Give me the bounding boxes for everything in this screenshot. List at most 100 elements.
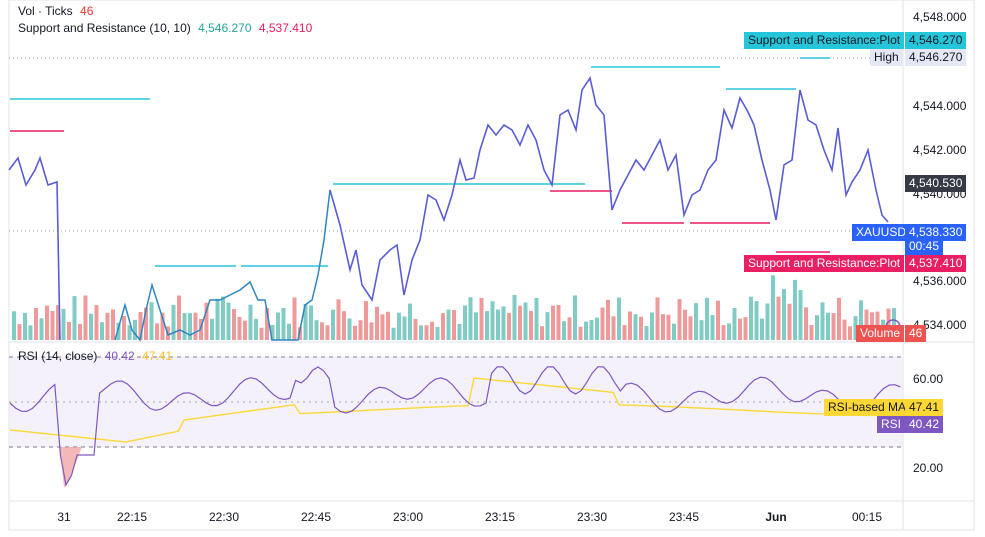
volume-bar	[391, 327, 396, 340]
volume-bar	[325, 325, 330, 340]
volume-bar	[122, 316, 126, 340]
volume-bar	[12, 311, 16, 340]
sr-legend-high: 4,546.270	[198, 21, 252, 35]
volume-bar	[270, 325, 275, 340]
time-tick: 22:30	[208, 510, 240, 524]
volume-bar	[694, 303, 698, 340]
volume-bar	[402, 316, 407, 340]
volume-bar	[743, 317, 748, 340]
volume-bar	[595, 317, 599, 340]
volume-bar	[815, 315, 819, 340]
volume-bar	[589, 320, 594, 340]
volume-bar	[424, 325, 429, 340]
volume-bar	[435, 327, 440, 340]
time-tick: Jun	[765, 510, 787, 524]
volume-bar	[485, 311, 489, 340]
volume-bar	[787, 303, 792, 340]
volume-bar	[369, 322, 374, 340]
volume-bar	[177, 295, 181, 340]
volume-bar	[23, 312, 27, 340]
volume-bar	[760, 318, 764, 340]
price-tick: 4,542.000	[913, 143, 967, 157]
volume-bar	[705, 297, 709, 340]
volume-bar	[116, 322, 121, 340]
volume-bar	[529, 310, 533, 340]
volume-bar	[584, 321, 588, 340]
volume-bar	[303, 304, 308, 340]
volume-bar	[523, 302, 528, 340]
volume-bar	[155, 323, 159, 340]
time-tick: 23:45	[668, 510, 700, 524]
volume-bar	[94, 305, 99, 340]
volume-bar	[105, 312, 110, 340]
rsi-legend-label: RSI (14, close)	[18, 349, 98, 363]
time-tick: 22:45	[300, 510, 332, 524]
sr-legend-label: Support and Resistance (10, 10)	[18, 21, 191, 35]
rsi-legend-value: 40.42	[104, 349, 135, 363]
volume-bar	[452, 310, 456, 340]
volume-bar	[463, 305, 467, 340]
volume-bar	[61, 308, 66, 340]
chart-frame	[8, 0, 975, 531]
volume-bar	[732, 308, 737, 340]
volume-bar	[573, 295, 577, 340]
rsi-line	[9, 366, 901, 487]
volume-bar	[138, 312, 143, 340]
volume-bar	[182, 313, 187, 340]
time-tick: 23:30	[576, 510, 608, 524]
volume-value-tag: 46	[905, 325, 927, 342]
high-value: 4,546.270	[905, 49, 967, 66]
volume-bar	[17, 324, 22, 340]
price-tick: 4,536.000	[913, 274, 967, 288]
volume-bar	[320, 322, 324, 340]
last-value-tag: 4,540.530	[905, 175, 967, 192]
volume-bar	[78, 323, 82, 340]
volume-bar	[83, 295, 88, 340]
volume-bar	[474, 312, 478, 340]
volume-bar	[688, 316, 693, 340]
volume-bar	[221, 296, 225, 340]
volume-bar	[160, 312, 165, 340]
volume-bar	[507, 313, 511, 340]
volume-bar	[754, 301, 759, 340]
volume-bar	[347, 318, 352, 340]
volume-bar	[67, 322, 71, 340]
price-line-segment-blue	[114, 189, 331, 342]
volume-bar	[837, 297, 841, 340]
volume-bar	[259, 327, 264, 340]
time-tick: 23:15	[484, 510, 516, 524]
volume-bar	[611, 316, 616, 340]
volume-bar	[562, 321, 566, 340]
rsi-ma-label-tag: RSI-based MA	[824, 399, 911, 416]
volume-bar	[386, 311, 390, 340]
rsi-tick: 60.00	[913, 372, 944, 386]
volume-bar	[727, 323, 731, 340]
volume-bar	[50, 311, 55, 340]
symbol-price-tag: 4,538.330	[905, 224, 967, 241]
price-line	[8, 75, 889, 341]
rsi-ma-line	[9, 377, 875, 443]
volume-bar	[826, 312, 830, 340]
legend-title: Vol · Ticks	[18, 4, 73, 18]
volume-bar	[199, 319, 203, 340]
rsi-value-tag: 40.42	[905, 416, 944, 433]
sr-plot-high-label: Support and Resistance:Plot	[744, 32, 905, 49]
volume-bar	[864, 309, 869, 340]
rsi-legend[interactable]: RSI (14, close) 40.42 47.41	[18, 349, 176, 363]
volume-bar	[551, 305, 555, 340]
volume-bar	[672, 323, 676, 340]
sr-legend[interactable]: Support and Resistance (10, 10) 4,546.27…	[18, 21, 316, 35]
volume-bar	[430, 321, 434, 340]
volume-bar	[793, 279, 797, 340]
volume-bar	[237, 317, 242, 340]
volume-bar	[518, 305, 522, 340]
volume-bar	[28, 325, 33, 340]
volume-bar	[501, 306, 506, 340]
volume-bar	[556, 305, 561, 340]
volume-bar	[804, 307, 808, 340]
volume-bar	[622, 325, 627, 340]
legend-vol-value: 46	[80, 4, 94, 18]
volume-bar	[364, 301, 368, 340]
volume-bar	[34, 308, 38, 340]
